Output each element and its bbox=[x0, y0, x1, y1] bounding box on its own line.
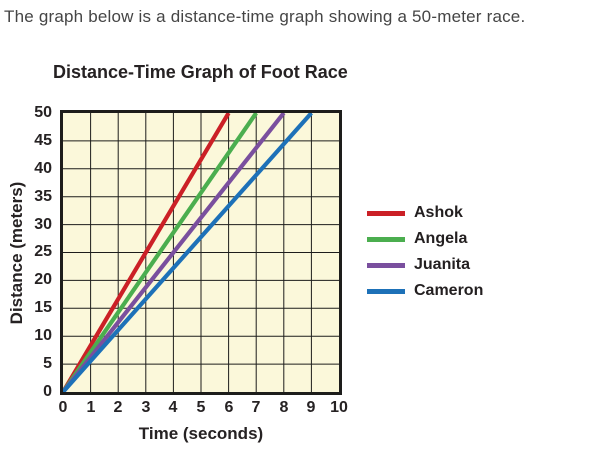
legend-item-cameron: Cameron bbox=[367, 281, 483, 301]
x-tick: 6 bbox=[224, 399, 234, 416]
y-tick: 40 bbox=[34, 160, 52, 177]
y-tick: 10 bbox=[34, 327, 52, 344]
x-tick: 4 bbox=[168, 399, 178, 416]
x-tick: 8 bbox=[279, 399, 289, 416]
legend: Ashok Angela Juanita Cameron bbox=[367, 203, 483, 301]
legend-swatch-juanita bbox=[367, 262, 405, 268]
x-tick: 10 bbox=[330, 399, 348, 416]
legend-label-juanita: Juanita bbox=[414, 256, 471, 273]
x-tick: 2 bbox=[113, 399, 123, 416]
legend-swatch-ashok bbox=[367, 210, 405, 216]
legend-swatch-cameron bbox=[367, 288, 405, 294]
legend-swatch-angela bbox=[367, 236, 405, 242]
legend-label-ashok: Ashok bbox=[414, 204, 463, 221]
chart-title: Distance-Time Graph of Foot Race bbox=[53, 62, 348, 82]
y-tick: 25 bbox=[34, 243, 52, 260]
x-tick: 3 bbox=[141, 399, 151, 416]
x-tick: 1 bbox=[86, 399, 96, 416]
plot-lines bbox=[63, 113, 339, 392]
x-tick: 5 bbox=[196, 399, 206, 416]
y-tick: 0 bbox=[43, 383, 52, 400]
y-tick: 5 bbox=[43, 355, 52, 372]
legend-item-ashok: Ashok bbox=[367, 203, 483, 223]
x-tick: 9 bbox=[306, 399, 316, 416]
plot-area bbox=[60, 110, 342, 395]
legend-label-cameron: Cameron bbox=[414, 282, 484, 299]
y-tick: 45 bbox=[34, 132, 52, 149]
y-tick: 50 bbox=[34, 104, 52, 121]
y-tick: 30 bbox=[34, 216, 52, 233]
y-tick: 35 bbox=[34, 188, 52, 205]
legend-item-juanita: Juanita bbox=[367, 255, 483, 275]
intro-text: The graph below is a distance-time graph… bbox=[4, 7, 526, 26]
y-tick: 15 bbox=[34, 299, 52, 316]
x-tick: 0 bbox=[58, 399, 68, 416]
legend-label-angela: Angela bbox=[414, 230, 468, 247]
x-axis-title: Time (seconds) bbox=[138, 424, 264, 443]
x-tick: 7 bbox=[251, 399, 261, 416]
legend-item-angela: Angela bbox=[367, 229, 483, 249]
y-tick: 20 bbox=[34, 271, 52, 288]
